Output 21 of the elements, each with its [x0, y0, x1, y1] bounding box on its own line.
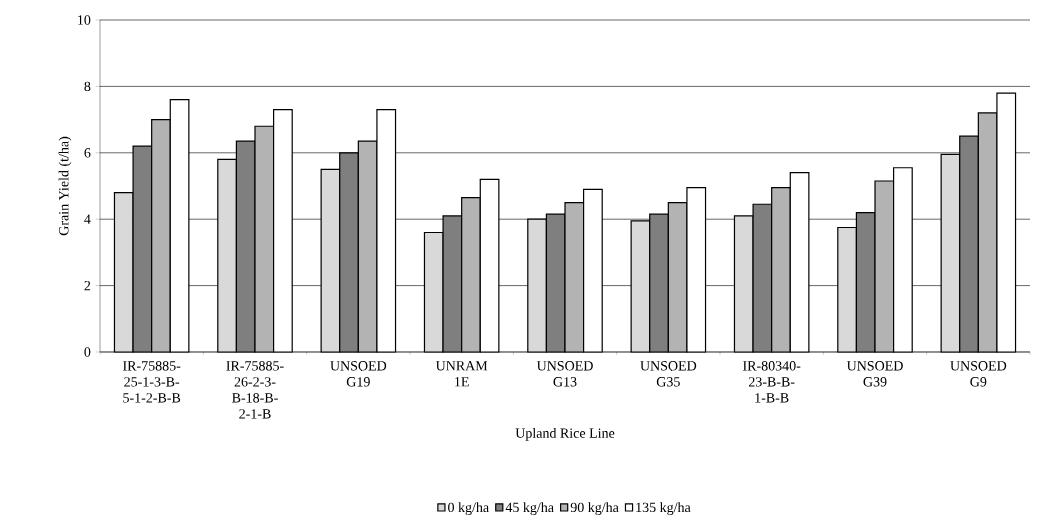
y-tick-label: 10: [78, 15, 91, 25]
y-tick-label: 8: [84, 81, 91, 92]
y-axis-title: Grain Yield (t/ha): [58, 136, 72, 236]
x-tick-label: IR-75885-26-2-3-B-18-B-2-1-B: [226, 361, 284, 419]
x-axis-title: Upland Rice Line: [515, 428, 615, 441]
y-tick-label: 6: [84, 148, 91, 158]
x-tick-label: IR-75885-25-1-3-B-5-1-2-B-B: [123, 361, 181, 403]
y-tick-label: 0: [84, 347, 91, 357]
x-tick-label: UNSOED G39: [846, 361, 903, 387]
x-tick-label: UNSOED G19: [330, 361, 387, 387]
x-tick-label: IR-80340-23-B-B-1-B-B: [743, 361, 801, 403]
x-tick-label: UNSOED G13: [536, 361, 593, 387]
y-tick-label: 4: [84, 214, 91, 224]
legend-label: 0 kg/ha: [448, 502, 489, 515]
legend-label: 135 kg/ha: [636, 502, 691, 515]
legend-label: 90 kg/ha: [570, 502, 619, 515]
x-tick-label: UNSOED G35: [640, 361, 697, 387]
y-tick-label: 2: [84, 280, 91, 291]
legend-label: 45 kg/ha: [505, 502, 554, 515]
x-tick-label: UNRAM 1E: [435, 361, 488, 387]
x-tick-label: UNSOED G9: [950, 361, 1007, 387]
